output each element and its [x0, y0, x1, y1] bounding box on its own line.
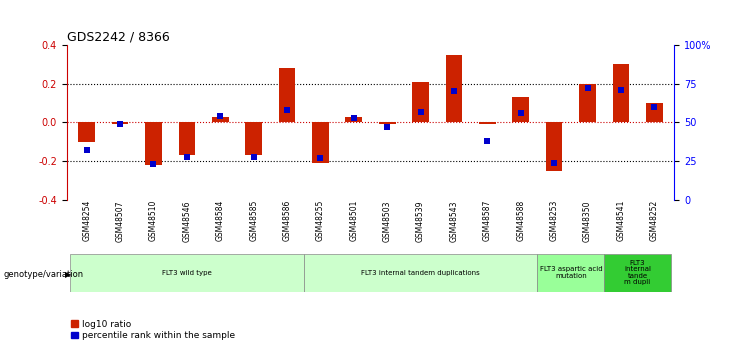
Point [214, 114, 226, 119]
Bar [546, 122, 562, 171]
Point [181, 154, 193, 159]
Text: GSM48254: GSM48254 [82, 200, 91, 242]
Text: FLT3 wild type: FLT3 wild type [162, 269, 212, 276]
Text: FLT3 aspartic acid
mutation: FLT3 aspartic acid mutation [539, 266, 602, 279]
Text: GSM48584: GSM48584 [216, 200, 225, 242]
Bar [245, 122, 262, 156]
Bar [304, 254, 537, 292]
Point [615, 87, 627, 93]
Point [415, 109, 427, 115]
Text: GSM48539: GSM48539 [416, 200, 425, 242]
Text: GSM48503: GSM48503 [382, 200, 392, 242]
Text: GSM48252: GSM48252 [650, 200, 659, 242]
Text: GSM48541: GSM48541 [617, 200, 625, 242]
Point [348, 115, 359, 121]
Point [648, 104, 660, 110]
Text: GSM48588: GSM48588 [516, 200, 525, 242]
Text: GSM48543: GSM48543 [450, 200, 459, 242]
Text: GSM48546: GSM48546 [182, 200, 191, 242]
Text: FLT3
internal
tande
m dupli: FLT3 internal tande m dupli [624, 260, 651, 285]
Bar [604, 254, 671, 292]
Text: FLT3 internal tandem duplications: FLT3 internal tandem duplications [361, 269, 480, 276]
Text: GSM48587: GSM48587 [483, 200, 492, 242]
Point [482, 138, 494, 144]
Bar [179, 122, 195, 156]
Text: GSM48510: GSM48510 [149, 200, 158, 242]
Bar [646, 103, 662, 122]
Bar [613, 64, 629, 122]
Point [281, 107, 293, 113]
Text: GDS2242 / 8366: GDS2242 / 8366 [67, 31, 170, 44]
Point [81, 148, 93, 153]
Bar [512, 97, 529, 122]
Bar [537, 254, 604, 292]
Point [582, 86, 594, 91]
Point [247, 154, 259, 159]
Bar [70, 254, 304, 292]
Bar [345, 117, 362, 122]
Bar [412, 82, 429, 122]
Bar [79, 122, 95, 142]
Bar [445, 55, 462, 122]
Text: ▶: ▶ [65, 270, 72, 279]
Point [515, 110, 527, 116]
Point [382, 125, 393, 130]
Text: GSM48501: GSM48501 [349, 200, 359, 242]
Bar [112, 122, 128, 125]
Text: GSM48350: GSM48350 [583, 200, 592, 242]
Text: genotype/variation: genotype/variation [4, 270, 84, 279]
Point [147, 161, 159, 167]
Text: GSM48585: GSM48585 [249, 200, 258, 242]
Bar [579, 84, 596, 122]
Point [548, 160, 560, 166]
Bar [312, 122, 329, 163]
Text: GSM48507: GSM48507 [116, 200, 124, 242]
Bar [379, 122, 396, 125]
Bar [279, 68, 296, 122]
Bar [212, 117, 229, 122]
Point [114, 121, 126, 127]
Bar [479, 122, 496, 125]
Point [314, 155, 326, 161]
Legend: log10 ratio, percentile rank within the sample: log10 ratio, percentile rank within the … [71, 320, 235, 341]
Point [448, 89, 460, 94]
Text: GSM48255: GSM48255 [316, 200, 325, 242]
Text: GSM48586: GSM48586 [282, 200, 291, 242]
Text: GSM48253: GSM48253 [550, 200, 559, 242]
Bar [145, 122, 162, 165]
